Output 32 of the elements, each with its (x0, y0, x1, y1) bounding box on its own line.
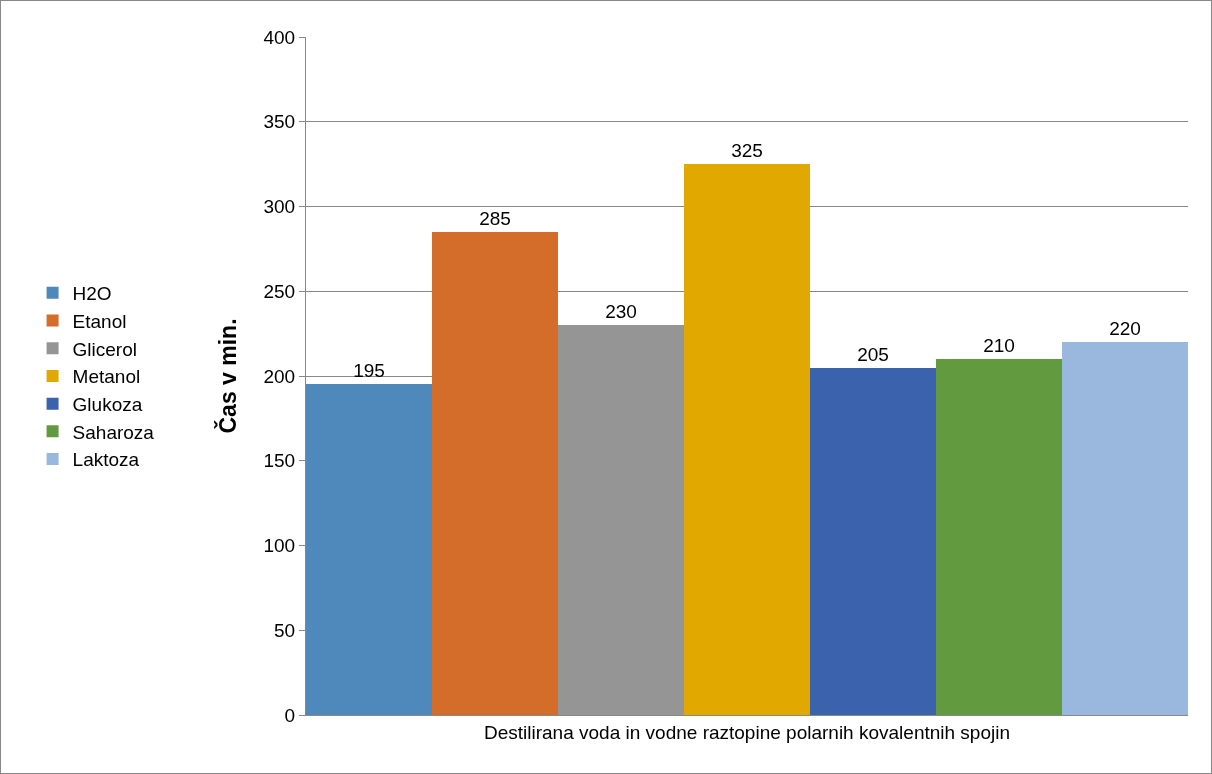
data-label: 210 (983, 335, 1015, 356)
legend-label: Metanol (72, 366, 141, 388)
data-label: 205 (857, 344, 889, 365)
legend-label: Glicerol (72, 338, 137, 360)
bar (684, 164, 810, 715)
y-axis-title: Čas v min. (213, 318, 241, 434)
y-tick-label: 350 (263, 111, 296, 133)
data-label: 230 (605, 301, 637, 322)
y-tick-label: 50 (274, 619, 296, 641)
y-tick-label: 100 (263, 535, 296, 557)
bar (810, 368, 936, 715)
bar (936, 359, 1062, 715)
x-tick-label: Destilirana voda in vodne raztopine polarnih kovalentnih spojin (484, 721, 1010, 743)
y-tick-label: 300 (263, 196, 296, 218)
y-tick-label: 150 (263, 450, 296, 472)
data-label: 195 (353, 360, 385, 381)
data-label: 220 (1109, 318, 1141, 339)
y-tick-label: 200 (263, 365, 296, 387)
y-tick-label: 400 (263, 26, 296, 48)
bar (1062, 342, 1188, 715)
data-label: 325 (731, 140, 763, 161)
legend-label: Glukoza (72, 394, 143, 416)
legend-label: Etanol (72, 310, 127, 332)
legend-label: H2O (72, 283, 112, 305)
y-tick-label: 0 (284, 704, 296, 726)
bar (432, 232, 558, 715)
bar (306, 384, 432, 715)
legend-label: Laktoza (72, 449, 140, 471)
data-label: 285 (479, 208, 511, 229)
y-tick-label: 250 (263, 280, 296, 302)
bar (558, 325, 684, 715)
legend-label: Saharoza (72, 421, 155, 443)
